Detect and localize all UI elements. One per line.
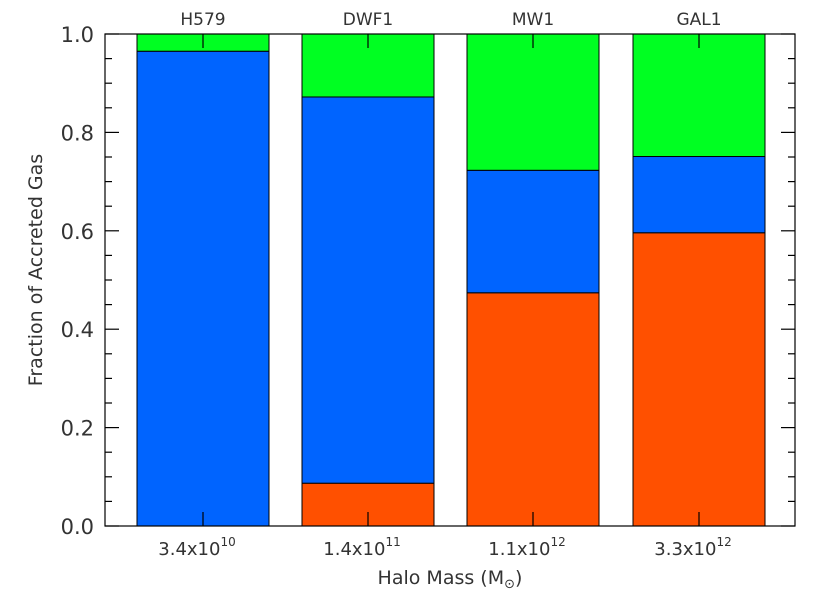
category-label-dwf1: DWF1 bbox=[343, 10, 394, 30]
bar-segment-gal1-1 bbox=[632, 156, 766, 234]
x-tick-label: 3.4x1010 bbox=[158, 535, 235, 560]
bar-segment-mw1-0 bbox=[466, 292, 600, 527]
y-tick-label: 0.2 bbox=[61, 417, 94, 441]
bar-segment-dwf1-1 bbox=[301, 96, 435, 484]
bars-group bbox=[136, 33, 766, 527]
y-tick-label: 0.4 bbox=[61, 318, 94, 342]
x-axis-label: Halo Mass (M⊙) bbox=[378, 567, 523, 592]
x-tick-label: 1.1x1012 bbox=[488, 535, 565, 560]
category-labels: H579 DWF1 MW1 GAL1 bbox=[180, 10, 721, 30]
y-tick-labels: 0.0 0.2 0.4 0.6 0.8 1.0 bbox=[61, 23, 94, 539]
x-tick-label: 1.4x1011 bbox=[323, 535, 400, 560]
category-label-mw1: MW1 bbox=[512, 10, 554, 30]
bar-segment-gal1-0 bbox=[632, 232, 766, 527]
y-tick-label: 0.6 bbox=[61, 220, 94, 244]
category-label-h579: H579 bbox=[180, 10, 225, 30]
bar-segment-h579-1 bbox=[136, 50, 270, 527]
x-tick-labels: 3.4x1010 1.4x1011 1.1x1012 3.3x1012 bbox=[158, 535, 731, 560]
y-axis-label: Fraction of Accreted Gas bbox=[25, 154, 47, 386]
bar-segment-mw1-1 bbox=[466, 169, 600, 294]
y-tick-label: 1.0 bbox=[61, 23, 94, 47]
x-axis-label-text: Halo Mass (M bbox=[378, 567, 505, 589]
bar-segment-mw1-2 bbox=[466, 33, 600, 171]
x-axis-label-close: ) bbox=[515, 567, 522, 589]
solar-mass-symbol: ⊙ bbox=[504, 577, 515, 592]
axis-ticks bbox=[105, 33, 795, 527]
x-tick-label: 3.3x1012 bbox=[654, 535, 731, 560]
y-tick-label: 0.8 bbox=[61, 121, 94, 145]
y-tick-label: 0.0 bbox=[61, 515, 94, 539]
category-label-gal1: GAL1 bbox=[676, 10, 721, 30]
bar-segment-gal1-2 bbox=[632, 33, 766, 158]
